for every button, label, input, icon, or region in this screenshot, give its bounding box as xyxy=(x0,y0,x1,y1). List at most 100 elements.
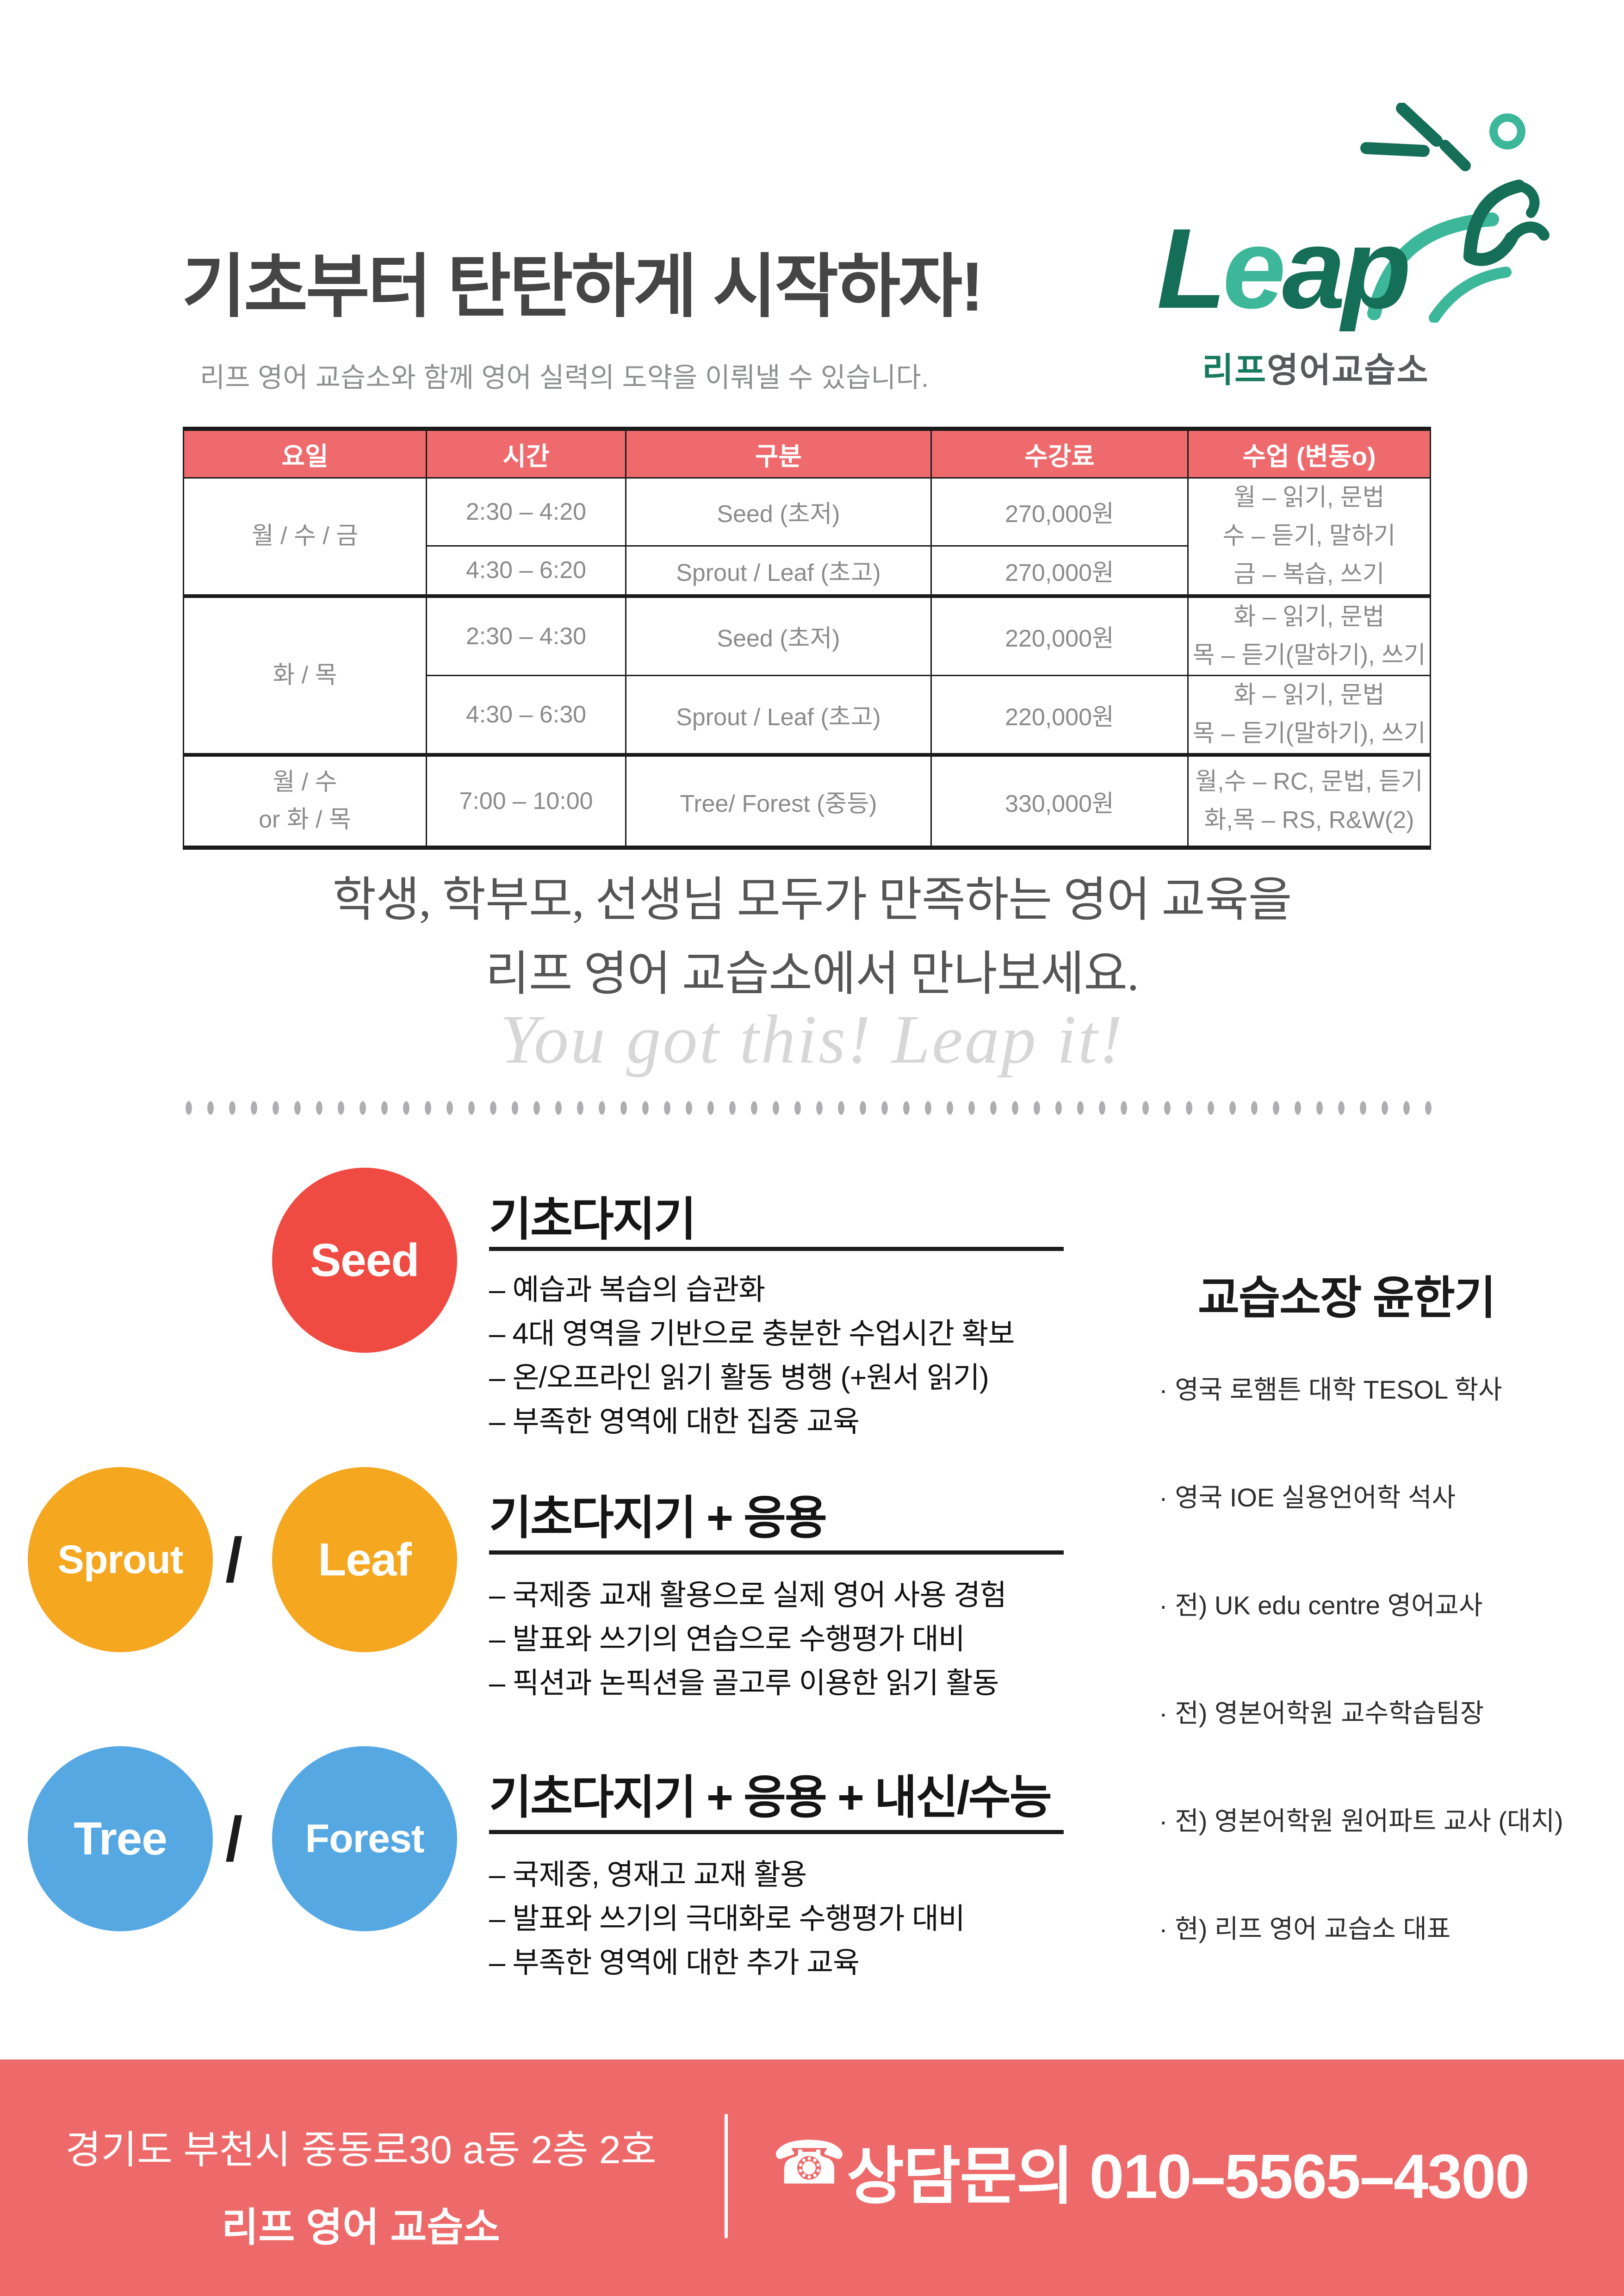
lesson-cell: 화 – 읽기, 문법 목 – 듣기(말하기), 쓰기 xyxy=(1187,674,1431,756)
badge-tree: Tree xyxy=(28,1746,213,1931)
fee-cell: 330,000원 xyxy=(930,753,1189,848)
credential-item: · 현) 리프 영어 교습소 대표 xyxy=(1159,1914,1451,1943)
footer-divider xyxy=(725,2114,728,2238)
badge-sprout: Sprout xyxy=(28,1467,213,1652)
bullet-item: – 부족한 영역에 대한 추가 교육 xyxy=(489,1947,860,1979)
bullet-item: – 국제중 교재 활용으로 실제 영어 사용 경험 xyxy=(489,1579,1007,1612)
footer-address: 경기도 부천시 중동로30 a동 2층 2호 xyxy=(65,2128,657,2172)
program-bullets-seed: – 예습과 복습의 습관화 – 4대 영역을 기반으로 충분한 수업시간 확보 … xyxy=(489,1268,1322,1444)
time-cell: 4:30 – 6:20 xyxy=(426,545,626,597)
lesson-cell: 월 – 읽기, 문법 수 – 듣기, 말하기 금 – 복습, 쓰기 xyxy=(1187,477,1431,597)
time-cell: 2:30 – 4:20 xyxy=(426,477,626,547)
table-row: 월 / 수 or 화 / 목 7:00 – 10:00 Tree/ Forest… xyxy=(183,753,1431,848)
title-underline xyxy=(489,1247,1064,1251)
lesson-cell: 월,수 – RC, 문법, 듣기 화,목 – RS, R&W(2) xyxy=(1187,753,1431,848)
logo-leaf-e-icon: e xyxy=(1222,205,1286,332)
logo-korean-green: 리프 xyxy=(1202,351,1267,389)
logo-korean-name: 리프영어교습소 xyxy=(1202,342,1429,392)
lesson-line: 금 – 복습, 쓰기 xyxy=(1233,561,1385,588)
table-row: 4:30 – 6:30 Sprout / Leaf (초고) 220,000원 … xyxy=(184,674,1431,756)
title-underline xyxy=(489,1830,1064,1834)
page-subtitle: 리프 영어 교습소와 함께 영어 실력의 도약을 이뤄낼 수 있습니다. xyxy=(200,362,929,393)
program-bullets-sprout-leaf: – 국제중 교재 활용으로 실제 영어 사용 경험 – 발표와 쓰기의 연습으로… xyxy=(489,1574,1322,1705)
lesson-line: 화,목 – RS, R&W(2) xyxy=(1204,807,1414,834)
day-line: 월 / 수 xyxy=(273,769,337,796)
lesson-line: 목 – 듣기(말하기), 쓰기 xyxy=(1192,720,1426,747)
table-row: 4:30 – 6:20 Sprout / Leaf (초고) 270,000원 xyxy=(184,545,1431,597)
bullet-item: – 픽션과 논픽션을 골고루 이용한 읽기 활동 xyxy=(489,1667,999,1699)
table-header-row: 요일 시간 구분 수강료 수업 (변동o) xyxy=(183,428,1431,479)
footer-band xyxy=(0,2060,1624,2296)
credential-item: · 전) 영본어학원 원어파트 교사 (대치) xyxy=(1159,1806,1563,1836)
bullet-item: – 부족한 영역에 대한 집중 교육 xyxy=(489,1406,860,1438)
bullet-item: – 국제중, 영재고 교재 활용 xyxy=(489,1859,807,1891)
time-cell: 7:00 – 10:00 xyxy=(426,753,626,848)
slogan-script: You got this! Leap it! xyxy=(500,1001,1124,1078)
leap-jumper-icon xyxy=(1360,103,1550,323)
badge-seed: Seed xyxy=(272,1168,457,1353)
day-cell: 화 / 목 xyxy=(183,594,427,756)
fee-cell: 220,000원 xyxy=(930,674,1189,756)
badge-leaf: Leaf xyxy=(272,1467,457,1652)
table-row: 화 / 목 2:30 – 4:30 Seed (초저) 220,000원 화 –… xyxy=(183,594,1431,756)
page-title: 기초부터 탄탄하게 시작하자! xyxy=(182,248,984,325)
logo-korean-gray: 영어교습소 xyxy=(1267,351,1429,389)
day-cell: 월 / 수 or 화 / 목 xyxy=(183,753,427,848)
lesson-line: 화 – 읽기, 문법 xyxy=(1233,681,1385,709)
bullet-item: – 발표와 쓰기의 극대화로 수행평가 대비 xyxy=(489,1903,965,1935)
program-title-seed: 기초다지기 xyxy=(489,1194,696,1245)
title-underline xyxy=(489,1550,1064,1555)
tuition-table: 요일 시간 구분 수강료 수업 (변동o) 월 / 수 / 금 2:30 – 4… xyxy=(183,427,1431,850)
phone-number: 010–5565–4300 xyxy=(1089,2141,1530,2211)
dotted-divider xyxy=(185,1101,1441,1115)
lesson-line: 월,수 – RC, 문법, 듣기 xyxy=(1195,768,1423,795)
fee-cell: 220,000원 xyxy=(930,594,1189,676)
level-cell: Sprout / Leaf (초고) xyxy=(625,545,932,597)
badge-forest: Forest xyxy=(272,1746,457,1931)
col-header-time: 시간 xyxy=(426,428,626,479)
logo-letter-l: L xyxy=(1157,205,1226,332)
logo-wordmark: Leap xyxy=(1157,212,1411,326)
level-cell: Tree/ Forest (중등) xyxy=(625,753,932,848)
program-title-sprout-leaf: 기초다지기 + 응용 xyxy=(489,1492,827,1544)
program-bullets-tree-forest: – 국제중, 영재고 교재 활용 – 발표와 쓰기의 극대화로 수행평가 대비 … xyxy=(489,1853,1322,1985)
col-header-day: 요일 xyxy=(183,428,427,479)
contact-label: 상담문의 xyxy=(847,2141,1074,2211)
logo-letters-ap: ap xyxy=(1282,205,1411,332)
director-credential-list: · 영국 로햄튼 대학 TESOL 학사 · 영국 IOE 실용언어학 석사 ·… xyxy=(1159,1369,1563,1946)
director-title: 교습소장 윤한기 xyxy=(1197,1272,1496,1323)
footer-academy-name: 리프 영어 교습소 xyxy=(222,2205,500,2250)
lesson-cell: 화 – 읽기, 문법 목 – 듣기(말하기), 쓰기 xyxy=(1187,594,1431,676)
day-cell: 월 / 수 / 금 xyxy=(183,477,427,597)
credential-item: · 전) UK edu centre 영어교사 xyxy=(1159,1591,1483,1620)
level-cell: Seed (초저) xyxy=(625,594,932,676)
lesson-line: 화 – 읽기, 문법 xyxy=(1233,603,1385,630)
pitch-line-1: 학생, 학부모, 선생님 모두가 만족하는 영어 교육을 xyxy=(332,874,1292,927)
badge-separator: / xyxy=(225,1804,243,1874)
level-cell: Seed (초저) xyxy=(625,477,932,547)
fee-cell: 270,000원 xyxy=(930,477,1189,547)
badge-separator: / xyxy=(225,1525,243,1595)
phone-icon: ☎ xyxy=(772,2129,847,2196)
day-line: or 화 / 목 xyxy=(259,806,351,834)
credential-item: · 영국 로햄튼 대학 TESOL 학사 xyxy=(1159,1375,1502,1404)
col-header-level: 구분 xyxy=(625,428,932,479)
time-cell: 2:30 – 4:30 xyxy=(426,594,626,676)
col-header-lesson: 수업 (변동o) xyxy=(1187,428,1431,479)
col-header-fee: 수강료 xyxy=(930,428,1189,479)
footer-contact: 상담문의 010–5565–4300 xyxy=(847,2125,1530,2216)
lesson-line: 수 – 듣기, 말하기 xyxy=(1222,523,1396,550)
level-cell: Sprout / Leaf (초고) xyxy=(625,674,932,756)
time-cell: 4:30 – 6:30 xyxy=(426,674,626,756)
lesson-line: 목 – 듣기(말하기), 쓰기 xyxy=(1192,641,1426,669)
pitch-line-2: 리프 영어 교습소에서 만나보세요. xyxy=(485,948,1139,1001)
bullet-item: – 예습과 복습의 습관화 xyxy=(489,1274,765,1306)
table-row: 월 / 수 / 금 2:30 – 4:20 Seed (초저) 270,000원… xyxy=(183,477,1431,597)
lesson-line: 월 – 읽기, 문법 xyxy=(1233,484,1385,511)
bullet-item: – 발표와 쓰기의 연습으로 수행평가 대비 xyxy=(489,1623,965,1655)
bullet-item: – 온/오프라인 읽기 활동 병행 (+원서 읽기) xyxy=(489,1362,989,1394)
credential-item: · 전) 영본어학원 교수학습팀장 xyxy=(1159,1699,1484,1728)
program-title-tree-forest: 기초다지기 + 응용 + 내신/수능 xyxy=(489,1772,1052,1823)
bullet-item: – 4대 영역을 기반으로 충분한 수업시간 확보 xyxy=(489,1318,1015,1350)
